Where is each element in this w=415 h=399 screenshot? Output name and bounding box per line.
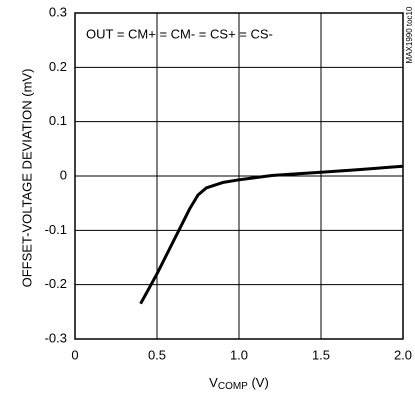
y-tick-label: -0.2 xyxy=(45,276,67,291)
y-tick-label: 0 xyxy=(60,167,67,182)
x-axis-label: VCOMP (V) xyxy=(209,375,269,391)
annotation: OUT = CM+ = CM- = CS+ = CS- xyxy=(86,26,273,41)
y-tick-label: 0.2 xyxy=(49,59,67,74)
x-axis-label-subscript: COMP xyxy=(218,381,248,392)
x-tick-label: 1.5 xyxy=(312,347,330,362)
y-tick-label: 0.3 xyxy=(49,4,67,19)
x-tick-label: 1.0 xyxy=(230,347,248,362)
x-axis-label-main: V xyxy=(209,375,218,390)
data-line xyxy=(139,164,404,305)
plot-frame xyxy=(74,12,404,340)
x-axis-label-unit: (V) xyxy=(251,375,268,390)
x-tick-label: 0.5 xyxy=(148,347,166,362)
y-axis-label: OFFSET-VOLTAGE DEVIATION (mV) xyxy=(19,69,34,288)
x-tick-label: 0 xyxy=(71,347,78,362)
side-note: MAX1990 toc10 xyxy=(405,6,414,63)
y-tick-label: 0.1 xyxy=(49,113,67,128)
x-tick-label: 2.0 xyxy=(394,347,412,362)
y-tick-label: -0.1 xyxy=(45,222,67,237)
y-tick-label: -0.3 xyxy=(45,330,67,345)
